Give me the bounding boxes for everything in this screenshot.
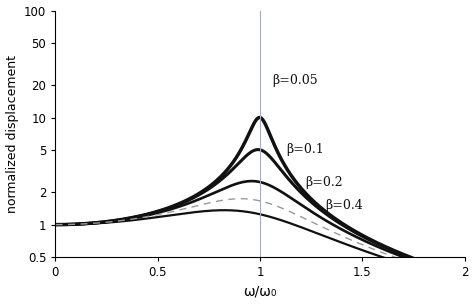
Text: β=0.2: β=0.2 bbox=[305, 175, 343, 188]
Text: β=0.4: β=0.4 bbox=[326, 199, 363, 212]
Y-axis label: normalized displacement: normalized displacement bbox=[6, 55, 18, 213]
Text: β=0.1: β=0.1 bbox=[287, 143, 324, 156]
Text: β=0.05: β=0.05 bbox=[273, 74, 318, 88]
X-axis label: ω/ω₀: ω/ω₀ bbox=[243, 285, 277, 299]
